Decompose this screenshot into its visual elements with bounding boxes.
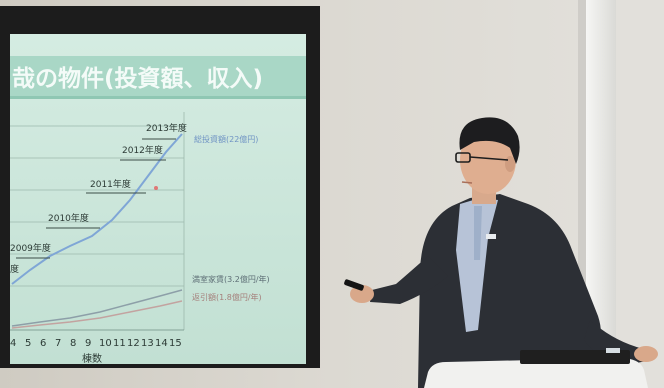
year-label-2013: 2013年度 — [146, 122, 187, 134]
x-tick: 10 — [99, 338, 112, 349]
lapel-badge — [486, 234, 496, 239]
x-tick: 15 — [169, 338, 182, 349]
projection-screen — [0, 6, 320, 368]
year-label-2011: 2011年度 — [90, 178, 131, 190]
x-tick: 8 — [70, 338, 76, 349]
series-label-repayment: 返引額(1.8億円/年) — [192, 292, 262, 302]
x-tick: 12 — [127, 338, 140, 349]
presenter-hand — [350, 285, 374, 303]
presenter-hair — [459, 117, 520, 164]
x-tick: 7 — [55, 338, 61, 349]
remote-control — [344, 279, 364, 291]
year-label-2012: 2012年度 — [122, 144, 163, 156]
year-arrows — [16, 138, 176, 259]
year-label-2010: 2010年度 — [48, 212, 89, 224]
x-tick: 6 — [40, 338, 46, 349]
series-label-investment: 総投資額(22億円) — [194, 134, 258, 144]
laser-pointer-dot — [154, 186, 158, 190]
presenter-arm — [370, 256, 448, 304]
year-label-2009: 2009年度 — [10, 242, 51, 254]
x-tick: 11 — [113, 338, 126, 349]
x-tick: 14 — [155, 338, 168, 349]
slide-title-bar — [10, 56, 306, 96]
series-label-rent: 満室家賃(3.2億円/年) — [192, 274, 270, 284]
x-axis-ticks: 4 5 6 7 8 9 10 11 12 13 14 15 — [10, 338, 182, 349]
x-axis-label: 棟数 — [82, 352, 102, 365]
repayment-line — [11, 300, 183, 329]
x-tick: 9 — [85, 338, 91, 349]
chart-grid — [10, 112, 185, 331]
rent-line — [11, 289, 183, 327]
x-tick: 4 — [10, 338, 16, 349]
x-tick: 13 — [141, 338, 154, 349]
year-label-partial: 度 — [10, 263, 19, 275]
presenter — [344, 117, 658, 388]
slide-title: 哉の物件(投資額、収入) — [12, 65, 263, 92]
presenter-shirt — [456, 198, 498, 332]
glasses — [455, 152, 509, 163]
x-tick: 5 — [25, 338, 31, 349]
investment-line — [11, 133, 183, 285]
podium — [424, 348, 648, 388]
